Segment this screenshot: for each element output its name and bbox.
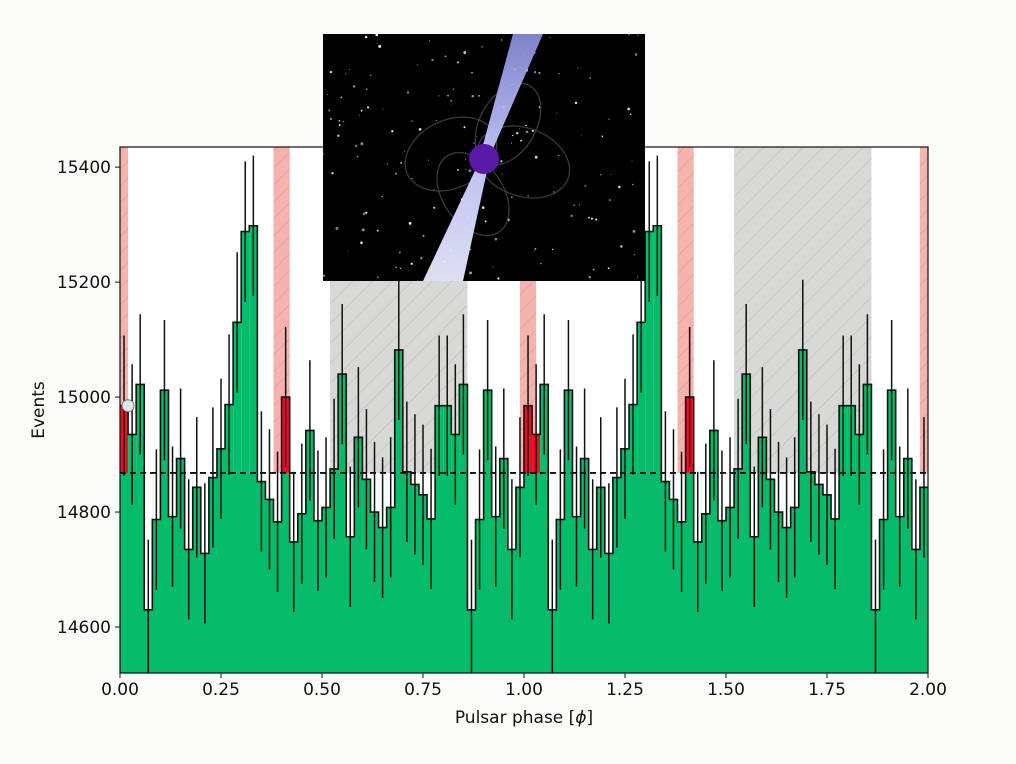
bin-bar <box>653 225 662 473</box>
y-tick-label: 15000 <box>57 388 111 408</box>
bin-bar <box>645 231 654 473</box>
x-tick-label: 0.75 <box>404 680 442 700</box>
step-outline <box>120 224 928 611</box>
x-tick-label: 0.50 <box>303 680 341 700</box>
bin-bar <box>241 231 250 473</box>
x-axis-label: Pulsar phase [ϕ] <box>455 708 593 728</box>
upper-beam-icon <box>480 34 543 158</box>
y-tick-label: 15400 <box>57 158 111 178</box>
bin-bar <box>637 322 646 473</box>
marker-point <box>121 399 135 413</box>
neutron-star-icon <box>469 144 499 174</box>
on-pulse-hatch <box>919 147 928 673</box>
x-tick-label: 1.00 <box>505 680 543 700</box>
y-tick-label: 14600 <box>57 618 111 638</box>
x-tick-label: 0.25 <box>202 680 240 700</box>
bin-bar <box>249 225 258 473</box>
x-tick-label: 0.00 <box>101 680 139 700</box>
x-tick-label: 2.00 <box>909 680 947 700</box>
pulsar-illustration-icon <box>323 34 645 281</box>
y-tick-label: 14800 <box>57 503 111 523</box>
x-tick-label: 1.25 <box>606 680 644 700</box>
baseline-fill <box>120 472 928 673</box>
lower-beam-icon <box>423 160 489 281</box>
y-tick-label: 15200 <box>57 273 111 293</box>
x-tick-label: 1.50 <box>707 680 745 700</box>
bin-bar <box>233 322 242 473</box>
y-axis-label: Events <box>29 381 49 439</box>
x-tick-label: 1.75 <box>808 680 846 700</box>
